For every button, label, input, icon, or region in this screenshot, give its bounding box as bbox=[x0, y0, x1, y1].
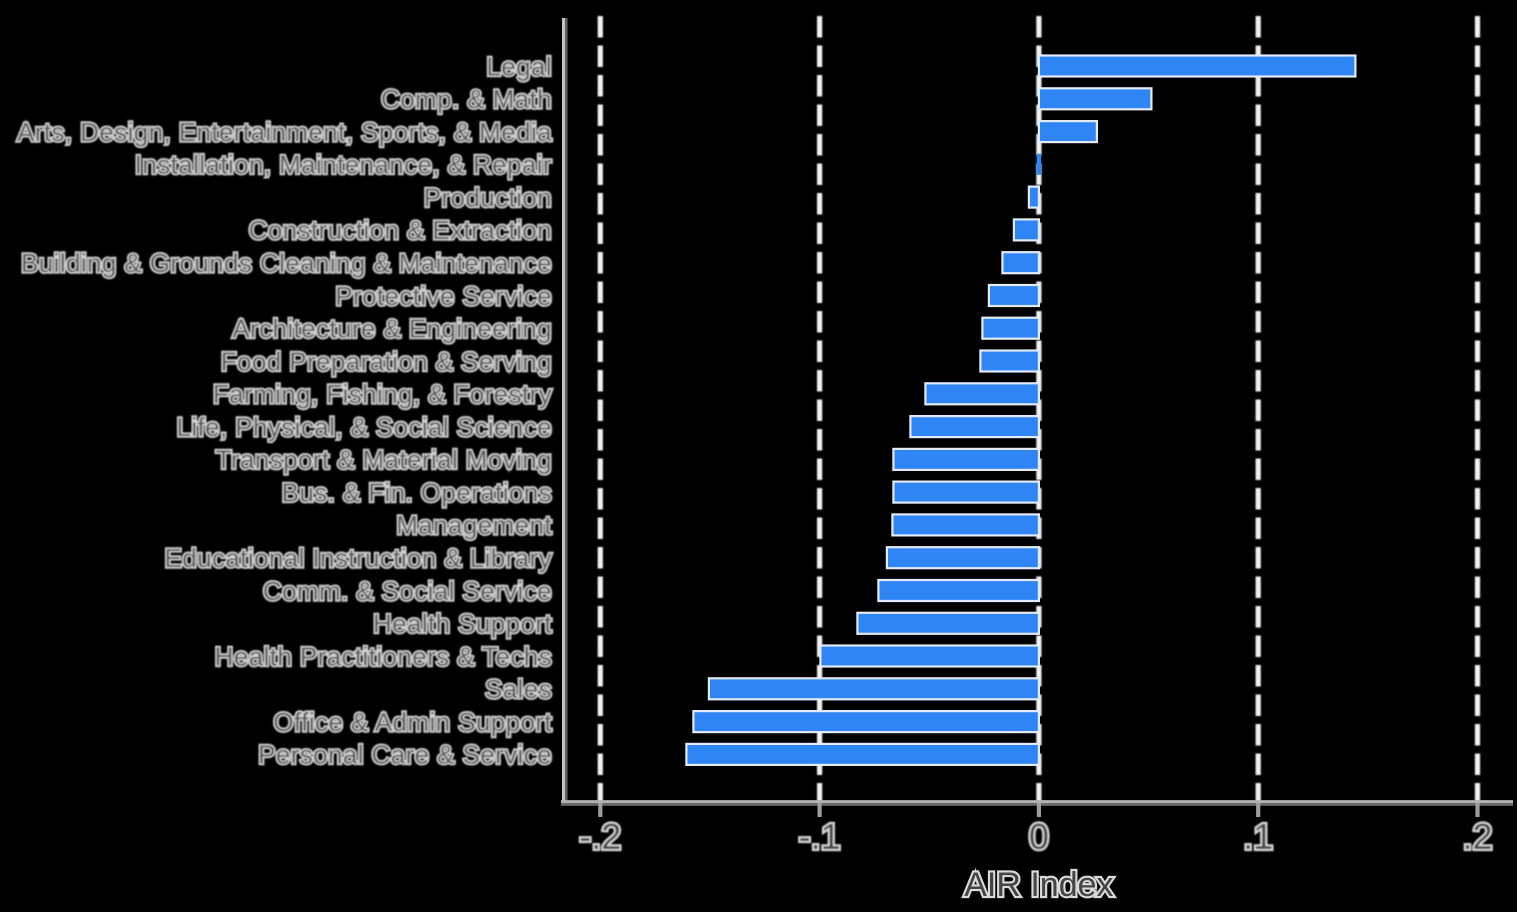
svg-text:Bus. & Fin. Operations: Bus. & Fin. Operations bbox=[282, 477, 552, 507]
svg-text:AIR Index: AIR Index bbox=[964, 866, 1113, 904]
svg-text:-.2: -.2 bbox=[579, 816, 621, 857]
svg-text:Construction & Extraction: Construction & Extraction bbox=[249, 215, 552, 245]
svg-text:Management: Management bbox=[396, 510, 552, 540]
svg-text:.2: .2 bbox=[1462, 816, 1492, 857]
svg-text:Educational Instruction & Libr: Educational Instruction & Library bbox=[164, 543, 552, 573]
svg-text:Office & Admin Support: Office & Admin Support bbox=[273, 707, 552, 737]
svg-text:Comm. & Social Service: Comm. & Social Service bbox=[263, 576, 552, 606]
svg-text:Farming, Fishing, & Forestry: Farming, Fishing, & Forestry bbox=[213, 379, 552, 409]
svg-text:Protective Service: Protective Service bbox=[335, 281, 552, 311]
svg-text:Life, Physical, & Social Scien: Life, Physical, & Social Science bbox=[176, 412, 552, 442]
svg-text:Arts, Design, Entertainment, S: Arts, Design, Entertainment, Sports, & M… bbox=[17, 117, 552, 147]
svg-text:.1: .1 bbox=[1243, 816, 1273, 857]
svg-text:Production: Production bbox=[424, 182, 552, 212]
svg-text:Sales: Sales bbox=[485, 674, 552, 704]
svg-text:Comp. & Math: Comp. & Math bbox=[381, 84, 552, 114]
svg-text:Health Practitioners & Techs: Health Practitioners & Techs bbox=[215, 641, 552, 671]
svg-text:Installation, Maintenance, & R: Installation, Maintenance, & Repair bbox=[135, 150, 552, 180]
svg-text:Legal: Legal bbox=[486, 51, 552, 81]
svg-text:Food Preparation & Serving: Food Preparation & Serving bbox=[221, 346, 552, 376]
svg-text:Building & Grounds Cleaning &: Building & Grounds Cleaning & Maintenanc… bbox=[21, 248, 552, 278]
svg-text:-.1: -.1 bbox=[799, 816, 841, 857]
svg-text:Personal Care & Service: Personal Care & Service bbox=[258, 740, 552, 770]
svg-text:0: 0 bbox=[1029, 816, 1049, 857]
svg-text:Transport & Material Moving: Transport & Material Moving bbox=[216, 445, 552, 475]
svg-text:Health Support: Health Support bbox=[373, 609, 552, 639]
svg-text:Architecture & Engineering: Architecture & Engineering bbox=[232, 314, 552, 344]
